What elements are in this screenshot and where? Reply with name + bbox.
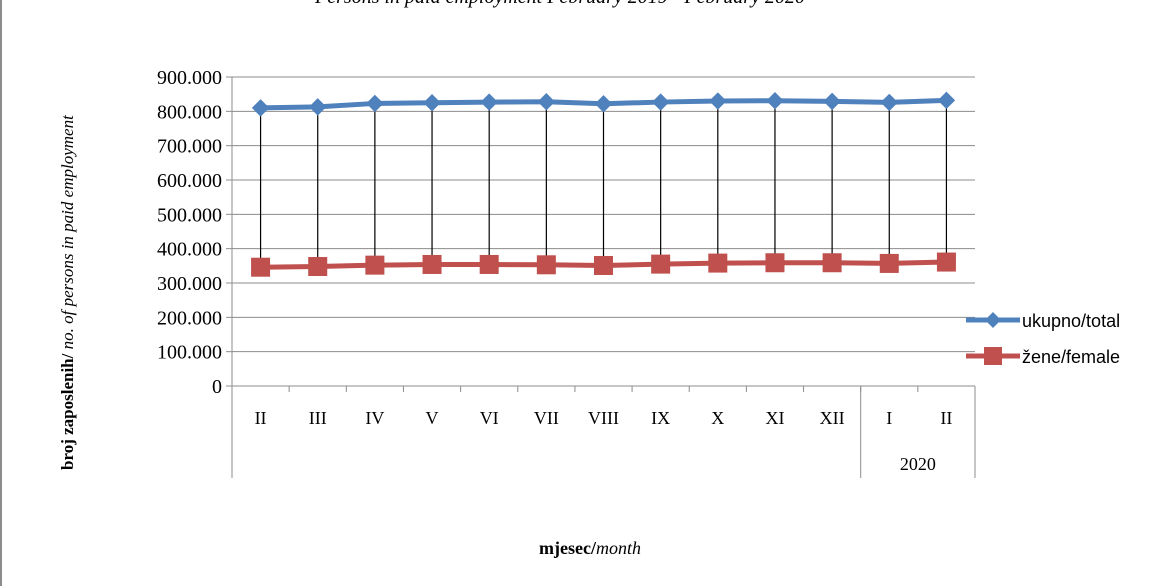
y-tick-label: 200.000 [157,307,222,329]
y-tick-label: 900.000 [157,67,222,89]
data-point [937,91,956,110]
x-axis-title: mjesec/month [480,538,700,559]
x-tick-label: VI [480,408,499,428]
data-point [936,252,956,272]
series-total [251,91,956,117]
data-point [822,253,842,273]
year-group-label: 2020 [900,454,936,474]
x-tick-label: XI [765,408,784,428]
legend-label: ukupno/total [1022,311,1120,331]
data-point [594,255,613,275]
data-point [651,254,671,274]
drop-lines [259,100,948,268]
data-point [422,254,442,274]
x-tick-label: IX [651,408,670,428]
x-tick-label: X [711,408,724,428]
data-point [479,254,499,274]
data-point [651,93,670,111]
data-point [366,94,384,113]
x-tick-label: III [309,408,327,428]
y-tick-label: 400.000 [157,239,222,261]
data-point [251,257,271,277]
series-female [251,252,956,277]
x-tick-label: VIII [588,408,619,428]
y-tick-label: 500.000 [157,204,222,226]
y-tick-label: 0 [212,376,222,398]
x-axis-title-bold: mjesec/ [539,538,596,558]
legend-entry: žene/female [966,347,1120,367]
y-tick-label: 600.000 [157,170,222,192]
legend-entry: ukupno/total [966,311,1120,331]
data-point [823,92,841,111]
tick-labels: 0 100.000 200.000 300.000 400.000 500.000 600.… [157,67,952,474]
data-point [766,91,784,110]
axes [226,76,976,478]
x-tick-label: II [940,408,952,428]
data-point [251,99,270,117]
x-tick-label: II [255,408,267,428]
x-tick-label: V [426,408,439,428]
data-point [879,253,899,273]
legend-marker [985,312,1001,328]
data-point [880,93,898,112]
y-tick-label: 100.000 [157,342,222,364]
data-point [536,255,556,275]
legend-marker [984,347,1002,365]
legend: ukupno/total žene/female [966,311,1120,367]
y-tick-label: 300.000 [157,273,222,295]
x-axis-title-italic: month [595,538,641,558]
x-tick-label: IV [365,408,384,428]
data-point [309,98,327,116]
y-tick-label: 700.000 [157,136,222,158]
data-point [765,253,785,273]
data-point [423,94,441,112]
data-point [708,253,728,273]
data-point [480,93,498,111]
data-point [709,92,727,110]
x-tick-label: VII [534,408,559,428]
data-point [365,255,385,275]
y-tick-label: 800.000 [157,101,222,123]
x-tick-label: XII [820,408,845,428]
chart-title: Persons in paid employment February 2019… [250,0,870,10]
x-tick-label: I [886,408,892,428]
legend-label: žene/female [1022,347,1120,367]
series-group [251,91,956,277]
data-point [594,95,613,113]
data-point [537,93,556,111]
data-point [308,257,328,277]
